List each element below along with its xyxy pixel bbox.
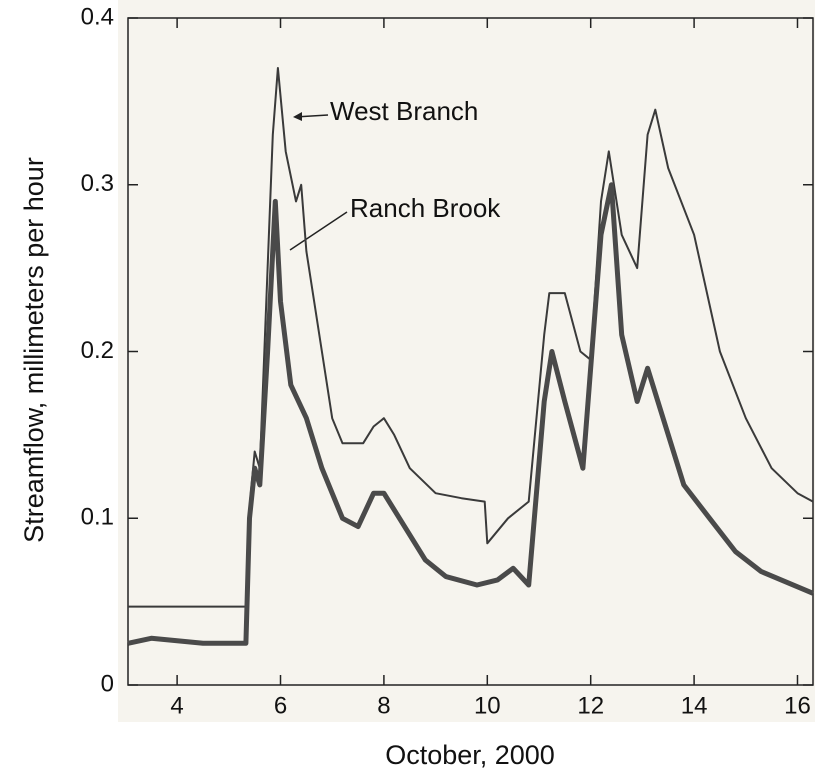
annotation: West Branch [330, 96, 478, 126]
series-line [128, 67, 814, 608]
y-tick-label: 0.4 [81, 3, 114, 30]
annotation-arrow [289, 211, 348, 251]
annotation-arrowhead [293, 112, 302, 121]
y-tick-label: 0.3 [81, 170, 114, 197]
y-tick-label: 0 [101, 670, 114, 697]
x-tick-label: 12 [577, 692, 604, 719]
x-tick-label: 10 [474, 692, 501, 719]
x-tick-label: 8 [377, 692, 390, 719]
plot-background [118, 0, 815, 722]
x-tick-label: 16 [784, 692, 811, 719]
y-axis-label: Streamflow, millimeters per hour [19, 157, 49, 543]
y-tick-label: 0.1 [81, 504, 114, 531]
annotation: Ranch Brook [350, 193, 501, 223]
y-tick-label: 0.2 [81, 337, 114, 364]
x-axis-label: October, 2000 [385, 740, 555, 770]
x-tick-label: 14 [681, 692, 708, 719]
series-line [127, 182, 814, 646]
x-tick-label: 4 [170, 692, 183, 719]
x-tick-label: 6 [274, 692, 287, 719]
